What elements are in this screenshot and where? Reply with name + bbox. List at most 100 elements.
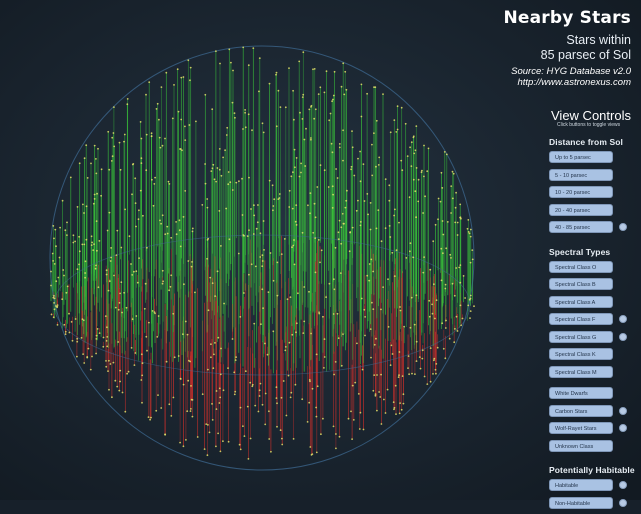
star-point <box>261 288 263 290</box>
star-point <box>129 235 131 237</box>
star-point <box>423 145 425 147</box>
star-point <box>362 369 364 371</box>
button-carbon-stars[interactable]: Carbon Stars <box>549 405 613 417</box>
star-point <box>399 413 401 415</box>
star-point <box>300 172 302 174</box>
button-wolf-rayet-stars[interactable]: Wolf-Rayet Stars <box>549 422 613 434</box>
button-spectral-g[interactable]: Spectral Class G <box>549 331 613 343</box>
star-point <box>95 173 97 175</box>
star-point <box>284 350 286 352</box>
star-point <box>240 449 242 451</box>
star-point <box>227 367 229 369</box>
button-spectral-f[interactable]: Spectral Class F <box>549 313 613 325</box>
star-point <box>110 247 112 249</box>
star-point <box>436 299 438 301</box>
star-point <box>155 410 157 412</box>
star-point <box>351 166 353 168</box>
star-point <box>382 286 384 288</box>
star-point <box>281 438 283 440</box>
star-point <box>63 275 65 277</box>
star-point <box>389 225 391 227</box>
button-non-habitable[interactable]: Non-Habitable <box>549 497 613 509</box>
star-point <box>95 353 97 355</box>
star-point <box>410 242 412 244</box>
button-habitable[interactable]: Habitable <box>549 479 613 491</box>
star-point <box>247 406 249 408</box>
star-point <box>106 269 108 271</box>
toggle-indicator-icon[interactable] <box>619 407 627 415</box>
star-point <box>141 353 143 355</box>
star-point <box>288 206 290 208</box>
star-point <box>208 309 210 311</box>
star-point <box>328 186 330 188</box>
star-point <box>444 288 446 290</box>
button-10-20-parsec[interactable]: 10 - 20 parsec <box>549 186 613 198</box>
star-point <box>77 206 79 208</box>
star-point <box>78 236 80 238</box>
star-point <box>85 239 87 241</box>
star-point <box>260 232 262 234</box>
star-point <box>213 354 215 356</box>
toggle-indicator-icon[interactable] <box>619 481 627 489</box>
button-unknown-class[interactable]: Unknown Class <box>549 440 613 452</box>
star-point <box>296 322 298 324</box>
star-point <box>293 438 295 440</box>
toggle-indicator-icon[interactable] <box>619 424 627 432</box>
star-point <box>434 318 436 320</box>
button-40-85-parsec[interactable]: 40 - 85 parsec <box>549 221 613 233</box>
star-point <box>113 275 115 277</box>
star-point <box>219 402 221 404</box>
button-spectral-k[interactable]: Spectral Class K <box>549 348 613 360</box>
star-point <box>135 226 137 228</box>
toggle-indicator-icon[interactable] <box>619 333 627 341</box>
star-point <box>220 348 222 350</box>
toggle-indicator-icon[interactable] <box>619 223 627 231</box>
star-point <box>415 149 417 151</box>
button-5-10-parsec[interactable]: 5 - 10 parsec <box>549 169 613 181</box>
star-point <box>316 416 318 418</box>
star-point <box>295 221 297 223</box>
star-point <box>280 429 282 431</box>
star-point <box>248 274 250 276</box>
star-point <box>168 289 170 291</box>
star-point <box>151 179 153 181</box>
star-point <box>156 336 158 338</box>
star-point <box>76 338 78 340</box>
button-spectral-o[interactable]: Spectral Class O <box>549 261 613 273</box>
star-point <box>385 227 387 229</box>
button-spectral-a[interactable]: Spectral Class A <box>549 296 613 308</box>
star-point <box>269 180 271 182</box>
button-20-40-parsec[interactable]: 20 - 40 parsec <box>549 204 613 216</box>
button-spectral-b[interactable]: Spectral Class B <box>549 278 613 290</box>
star-point <box>357 158 359 160</box>
star-point <box>428 300 430 302</box>
star-point <box>135 352 137 354</box>
star-point <box>248 177 250 179</box>
star-point <box>391 252 393 254</box>
star-point <box>364 316 366 318</box>
toggle-indicator-icon[interactable] <box>619 315 627 323</box>
star-point <box>397 105 399 107</box>
star-point <box>190 67 192 69</box>
star-point <box>234 117 236 119</box>
star-point <box>192 399 194 401</box>
star-point <box>248 229 250 231</box>
star-point <box>54 263 56 265</box>
source-url[interactable]: http://www.astronexus.com <box>503 77 631 88</box>
star-point <box>415 216 417 218</box>
star-point <box>245 126 247 128</box>
star-point <box>332 151 334 153</box>
star-point <box>423 256 425 258</box>
star-point <box>189 124 191 126</box>
star-point <box>340 243 342 245</box>
star-point <box>310 192 312 194</box>
button-up-to-5-parsec[interactable]: Up to 5 parsec <box>549 151 613 163</box>
button-white-dwarfs[interactable]: White Dwarfs <box>549 387 613 399</box>
star-point <box>470 229 472 231</box>
star-point <box>259 57 261 59</box>
button-spectral-m[interactable]: Spectral Class M <box>549 366 613 378</box>
star-point <box>119 381 121 383</box>
star-point <box>153 205 155 207</box>
star-point <box>212 367 214 369</box>
star-point <box>290 392 292 394</box>
